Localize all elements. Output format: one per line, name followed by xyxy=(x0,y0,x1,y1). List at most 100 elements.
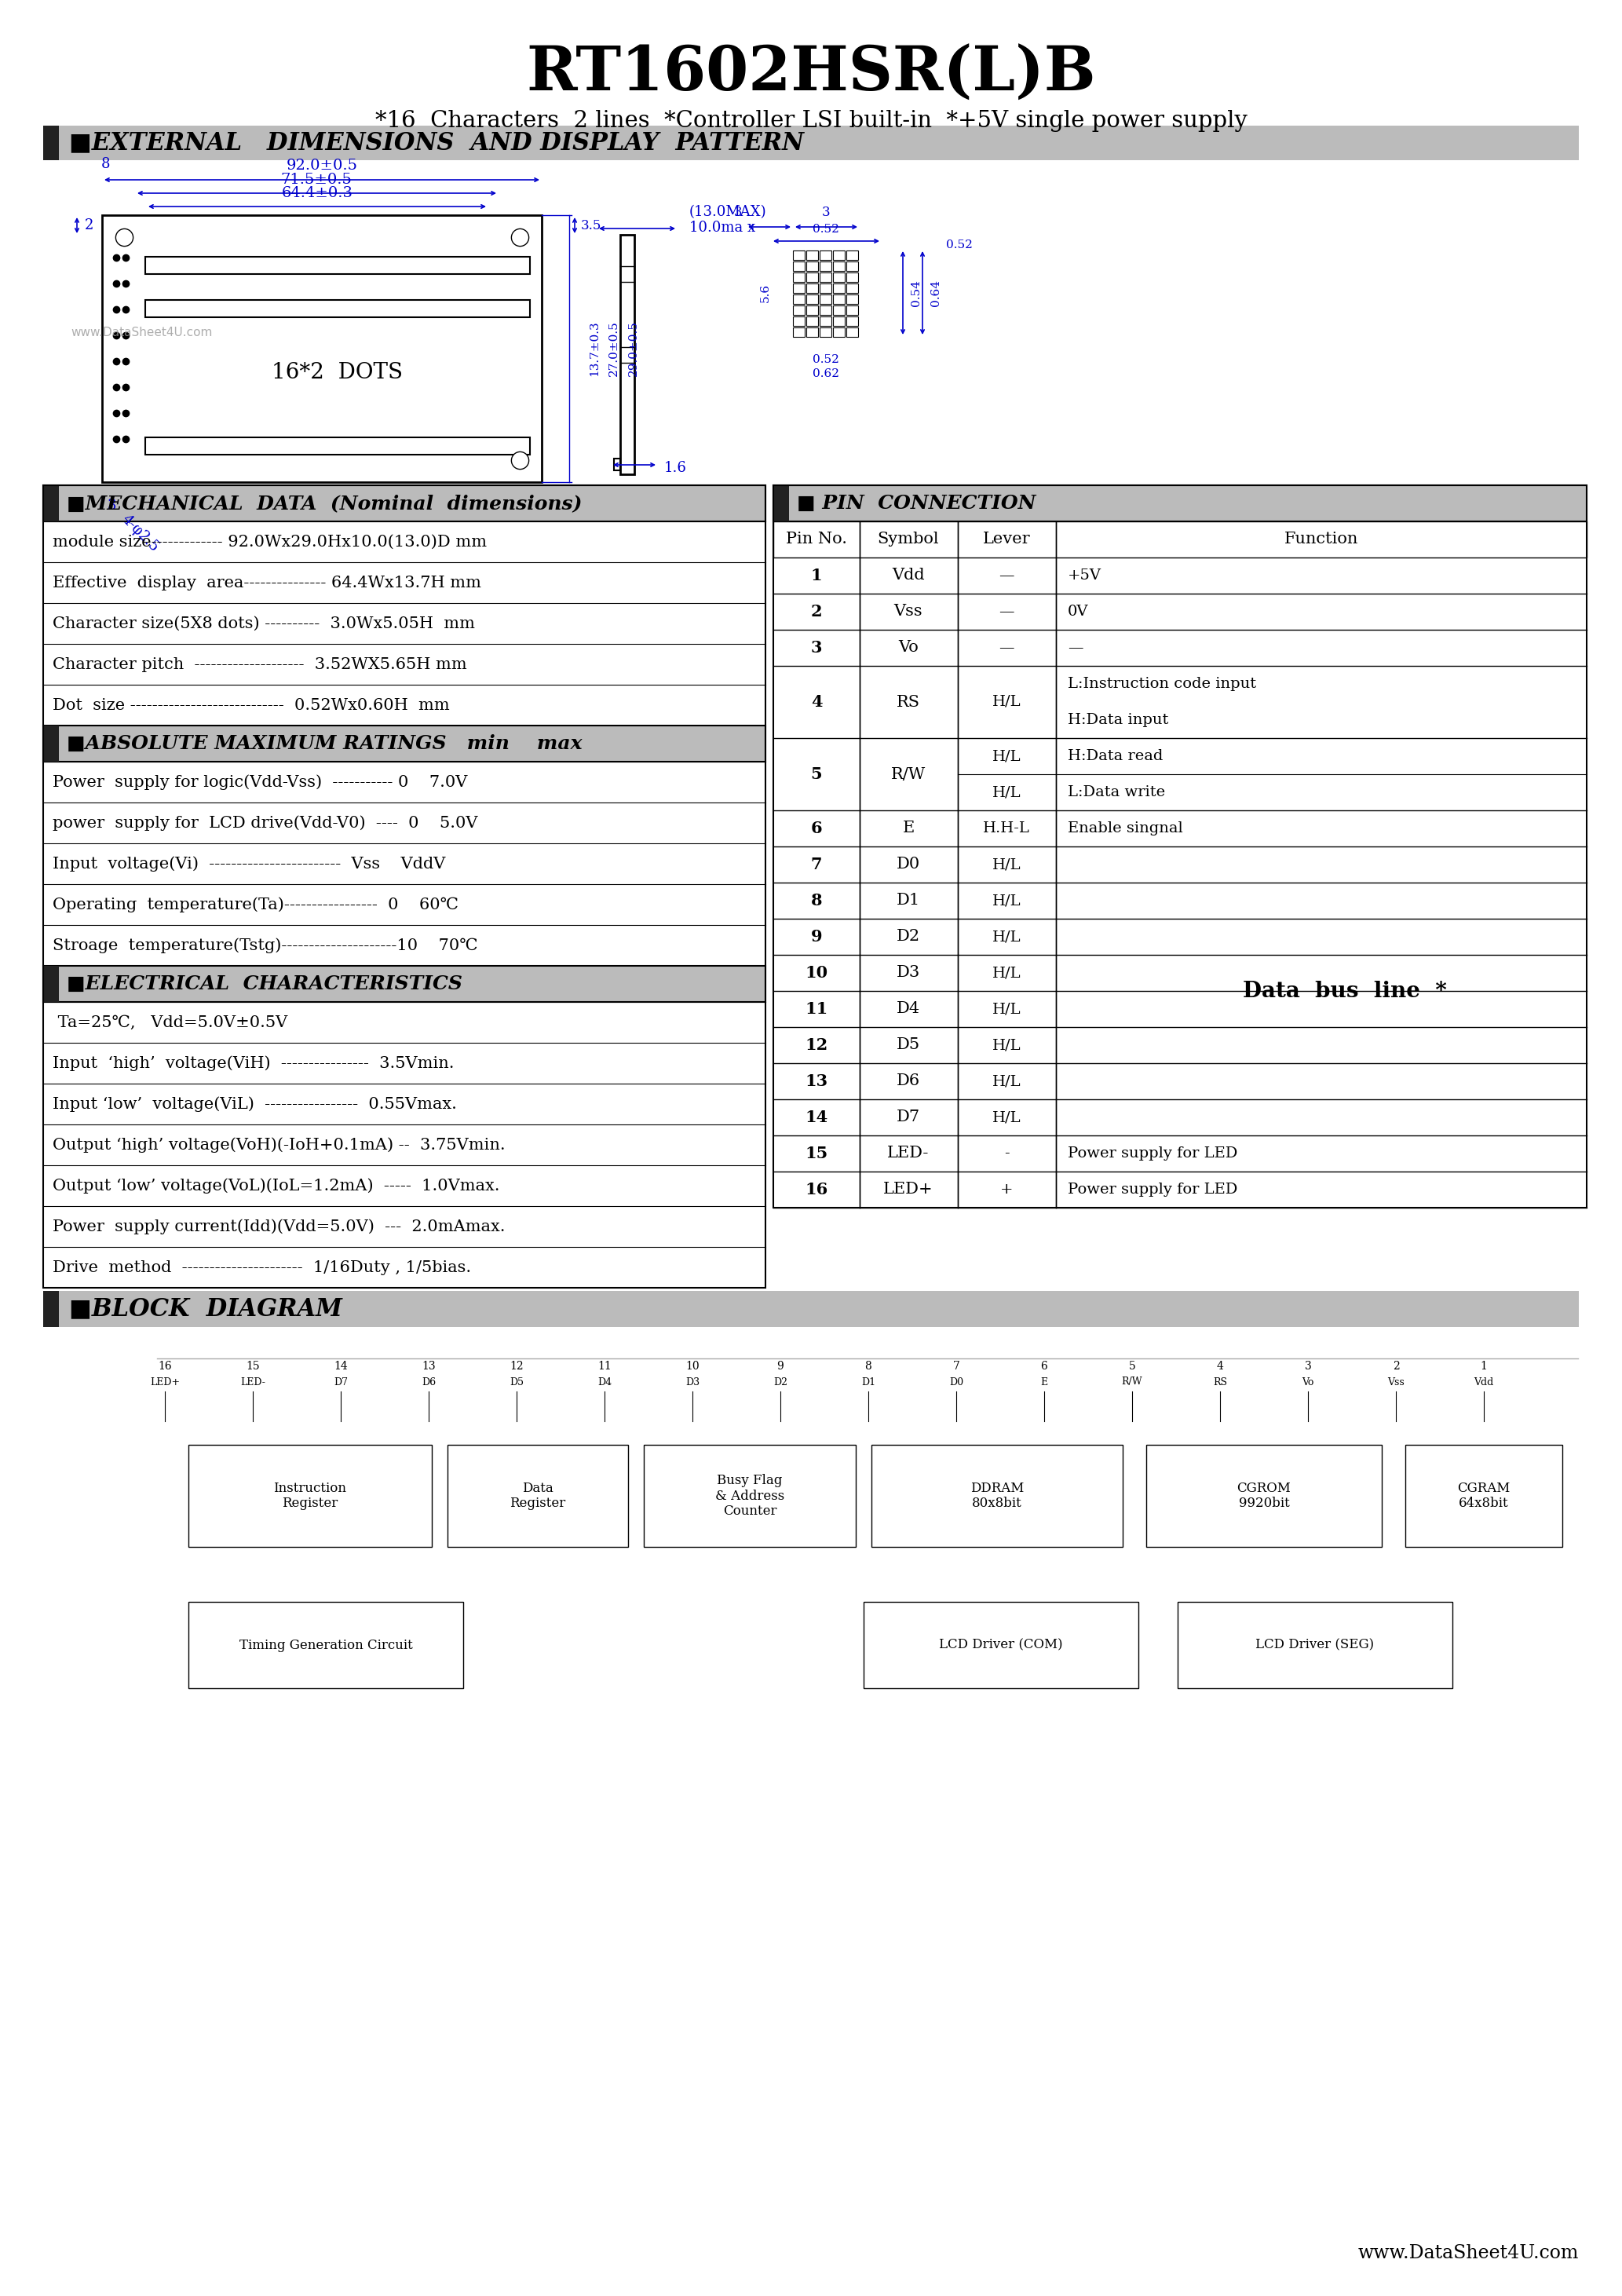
Text: module size------------- 92.0Wx29.0Hx10.0(13.0)D mm: module size------------- 92.0Wx29.0Hx10.… xyxy=(52,535,487,549)
Text: H/L: H/L xyxy=(993,748,1020,762)
Text: D5: D5 xyxy=(897,1038,920,1052)
Text: D2: D2 xyxy=(774,1378,787,1387)
Text: H:Data read: H:Data read xyxy=(1067,748,1163,762)
Text: 10.0ma x: 10.0ma x xyxy=(689,220,756,234)
Text: Symbol: Symbol xyxy=(878,533,939,546)
Bar xyxy=(793,273,805,282)
Text: —: — xyxy=(999,641,1014,654)
Bar xyxy=(834,317,845,326)
Text: 14: 14 xyxy=(805,1109,827,1125)
Bar xyxy=(834,294,845,303)
Bar xyxy=(847,273,858,282)
Text: 0.62: 0.62 xyxy=(813,367,839,379)
Bar xyxy=(146,301,530,317)
Text: Timing Generation Circuit: Timing Generation Circuit xyxy=(238,1639,412,1651)
Text: 15: 15 xyxy=(247,1362,260,1371)
Text: www.DataSheet4U.com: www.DataSheet4U.com xyxy=(1358,2243,1578,2262)
Text: Vo: Vo xyxy=(899,641,918,654)
Text: DDRAM
80x8bit: DDRAM 80x8bit xyxy=(970,1481,1023,1511)
Text: D2: D2 xyxy=(897,930,920,944)
Bar xyxy=(806,294,817,303)
Bar xyxy=(819,262,832,271)
Text: 10: 10 xyxy=(805,964,827,980)
Text: 1.6: 1.6 xyxy=(663,461,686,475)
Text: 71.5±0.5: 71.5±0.5 xyxy=(281,172,352,186)
Bar xyxy=(819,305,832,315)
Bar xyxy=(806,250,817,259)
Text: Operating  temperature(Ta)-----------------  0    60℃: Operating temperature(Ta)---------------… xyxy=(52,898,459,912)
Text: 16: 16 xyxy=(157,1362,172,1371)
Text: LCD Driver (COM): LCD Driver (COM) xyxy=(939,1639,1062,1651)
Bar xyxy=(793,282,805,294)
Text: D3: D3 xyxy=(897,964,920,980)
Text: ■ PIN  CONNECTION: ■ PIN CONNECTION xyxy=(796,494,1036,512)
Bar xyxy=(774,484,1586,1208)
Text: D6: D6 xyxy=(897,1075,920,1088)
Bar xyxy=(819,250,832,259)
Text: D0: D0 xyxy=(897,856,920,872)
Text: E: E xyxy=(902,822,915,836)
Text: CGROM
9920bit: CGROM 9920bit xyxy=(1238,1481,1291,1511)
Text: E: E xyxy=(1041,1378,1048,1387)
Bar xyxy=(847,317,858,326)
Text: Data
Register: Data Register xyxy=(509,1481,566,1511)
Text: Vss: Vss xyxy=(894,604,923,620)
Bar xyxy=(834,328,845,338)
Bar xyxy=(44,726,58,762)
Text: 15: 15 xyxy=(805,1146,827,1162)
Text: 8: 8 xyxy=(865,1362,871,1371)
Text: Stroage  temperature(Tstg)---------------------10    70℃: Stroage temperature(Tstg)---------------… xyxy=(52,937,478,953)
Bar xyxy=(774,484,1586,521)
Text: Vdd: Vdd xyxy=(1474,1378,1494,1387)
Bar xyxy=(44,126,58,161)
Text: Power supply for LED: Power supply for LED xyxy=(1067,1182,1238,1196)
Text: power  supply for  LCD drive(Vdd-V0)  ----  0    5.0V: power supply for LCD drive(Vdd-V0) ---- … xyxy=(52,815,478,831)
Text: H/L: H/L xyxy=(993,1038,1020,1052)
Text: CGRAM
64x8bit: CGRAM 64x8bit xyxy=(1458,1481,1510,1511)
Bar xyxy=(774,484,788,521)
Bar xyxy=(44,484,766,1288)
Text: 3.5: 3.5 xyxy=(581,218,602,232)
Bar xyxy=(793,294,805,303)
Bar xyxy=(834,250,845,259)
Text: 11: 11 xyxy=(597,1362,611,1371)
Bar xyxy=(806,273,817,282)
Text: R/W: R/W xyxy=(1122,1378,1142,1387)
Text: (13.0MAX): (13.0MAX) xyxy=(689,204,767,218)
Text: D1: D1 xyxy=(897,893,920,909)
Text: D7: D7 xyxy=(897,1109,920,1125)
Text: RT1602HSR(L)B: RT1602HSR(L)B xyxy=(526,44,1096,103)
Text: *16  Characters  2 lines  *Controller LSI built-in  *+5V single power supply: *16 Characters 2 lines *Controller LSI b… xyxy=(375,110,1247,131)
Text: -: - xyxy=(1004,1146,1009,1159)
Text: Vdd: Vdd xyxy=(892,567,925,583)
Text: Ta=25℃,   Vdd=5.0V±0.5V: Ta=25℃, Vdd=5.0V±0.5V xyxy=(52,1015,287,1031)
Text: Busy Flag
& Address
Counter: Busy Flag & Address Counter xyxy=(715,1474,785,1518)
Bar xyxy=(847,328,858,338)
Text: 0.54: 0.54 xyxy=(910,280,921,305)
Bar xyxy=(774,521,1586,558)
Text: 5.6: 5.6 xyxy=(761,282,770,303)
Bar xyxy=(793,305,805,315)
Bar xyxy=(102,216,542,482)
Text: 0V: 0V xyxy=(1067,604,1088,618)
Text: Power  supply for logic(Vdd-Vss)  ----------- 0    7.0V: Power supply for logic(Vdd-Vss) --------… xyxy=(52,774,467,790)
Text: H/L: H/L xyxy=(993,696,1020,709)
Text: 8: 8 xyxy=(811,893,822,909)
Bar xyxy=(819,282,832,294)
Bar xyxy=(847,250,858,259)
Text: RS: RS xyxy=(1213,1378,1228,1387)
Bar xyxy=(793,262,805,271)
Text: LED+: LED+ xyxy=(149,1378,180,1387)
Bar xyxy=(44,1290,1578,1327)
Bar xyxy=(847,305,858,315)
Text: D5: D5 xyxy=(509,1378,524,1387)
Text: ■BLOCK  DIAGRAM: ■BLOCK DIAGRAM xyxy=(70,1297,342,1320)
Bar xyxy=(806,262,817,271)
Bar xyxy=(819,294,832,303)
Text: 14: 14 xyxy=(334,1362,347,1371)
Bar xyxy=(1178,1603,1452,1688)
Text: 0.52: 0.52 xyxy=(813,223,839,234)
Bar xyxy=(834,273,845,282)
Bar xyxy=(834,282,845,294)
Text: 13: 13 xyxy=(422,1362,436,1371)
